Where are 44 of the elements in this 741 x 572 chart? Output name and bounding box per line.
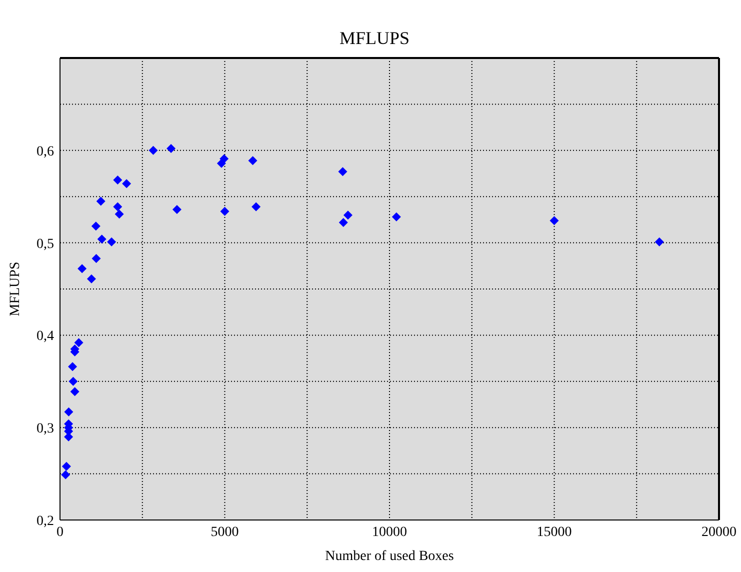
x-tick-label: 10000 — [372, 524, 407, 540]
point — [550, 216, 559, 226]
point — [654, 237, 664, 246]
point — [61, 470, 70, 480]
point — [86, 274, 96, 284]
point — [107, 237, 116, 246]
point — [74, 338, 84, 348]
point — [343, 210, 352, 220]
point — [68, 376, 78, 386]
point — [148, 146, 158, 155]
point — [114, 210, 124, 219]
y-tick-label: 0,3 — [36, 422, 54, 437]
point — [252, 202, 261, 212]
x-tick-label: 15000 — [536, 524, 572, 540]
x-tick-label: 0 — [56, 524, 64, 540]
point — [97, 234, 106, 244]
point — [96, 196, 106, 206]
point — [68, 362, 78, 372]
y-tick-label: 0,5 — [36, 236, 54, 252]
x-tick-label: 20000 — [702, 524, 736, 540]
point — [78, 264, 87, 274]
x-tick-label: 5000 — [210, 524, 239, 540]
point — [70, 387, 80, 396]
point — [122, 179, 132, 188]
point — [62, 462, 71, 471]
y-tick-label: 0,4 — [36, 329, 54, 344]
y-tick-label: 0,2 — [36, 514, 54, 529]
point — [113, 202, 122, 212]
point — [338, 167, 348, 176]
point — [113, 175, 122, 184]
point — [166, 144, 176, 154]
y-axis-title: MFLUPS — [8, 262, 23, 316]
point — [172, 205, 182, 214]
point — [220, 206, 230, 216]
point — [220, 154, 229, 164]
point — [91, 222, 100, 231]
point — [64, 407, 74, 416]
chart-title: MFLUPS — [338, 28, 411, 49]
point — [92, 254, 101, 264]
x-axis-title: Number of used Boxes — [325, 549, 454, 564]
point — [248, 156, 258, 166]
point — [392, 212, 401, 222]
point — [338, 218, 348, 227]
y-tick-label: 0,6 — [36, 144, 54, 160]
